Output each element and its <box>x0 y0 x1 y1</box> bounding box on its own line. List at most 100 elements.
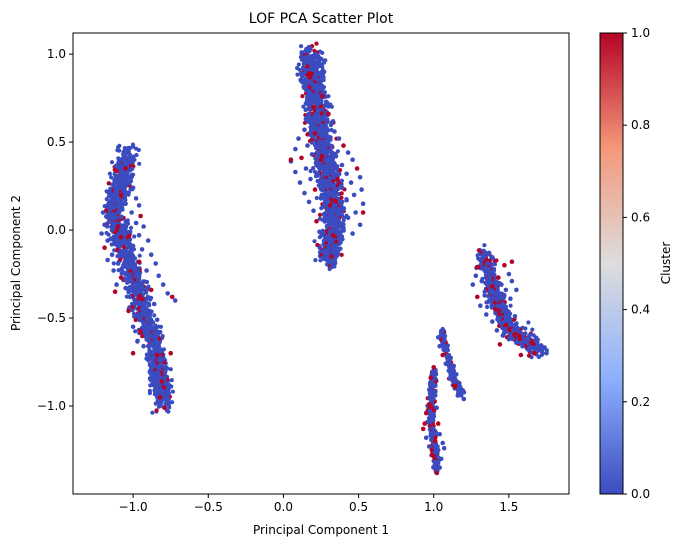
inlier-point <box>318 116 324 122</box>
inlier-point <box>478 303 483 309</box>
inlier-point <box>112 196 118 201</box>
inlier-point <box>131 154 136 159</box>
inlier-point <box>151 377 157 382</box>
inlier-point <box>156 400 161 405</box>
inlier-point <box>120 223 125 228</box>
outlier-point <box>496 275 501 280</box>
outlier-point <box>339 252 344 257</box>
inlier-point <box>162 376 167 381</box>
inlier-point <box>324 94 329 99</box>
inlier-point <box>429 430 435 435</box>
inlier-point <box>299 57 304 62</box>
inlier-point <box>154 317 160 323</box>
y-axis: −1.0 −0.5 0.0 0.5 1.0 <box>37 47 73 413</box>
inlier-point <box>139 288 144 293</box>
inlier-point <box>124 180 130 185</box>
inlier-point <box>329 265 334 270</box>
inlier-point <box>303 107 308 113</box>
inlier-point <box>431 426 436 431</box>
inlier-point <box>118 166 123 171</box>
outlier-point <box>497 308 502 313</box>
inlier-point <box>332 190 337 196</box>
inlier-point <box>150 410 155 415</box>
inlier-point <box>357 222 363 228</box>
inlier-point <box>321 148 327 154</box>
colorbar-tick-label: 0.0 <box>631 487 650 501</box>
inlier-point <box>299 71 304 76</box>
inlier-point <box>506 336 512 342</box>
inlier-point <box>324 171 329 176</box>
inlier-point <box>139 247 145 252</box>
inlier-point <box>321 125 327 131</box>
inlier-point <box>159 358 165 363</box>
inlier-point <box>166 398 171 403</box>
inlier-point <box>311 124 316 129</box>
colorbar-tick-label: 0.2 <box>631 395 650 409</box>
inlier-point <box>500 306 505 311</box>
inlier-point <box>313 84 318 90</box>
inlier-point <box>317 127 322 133</box>
inlier-point <box>122 146 127 151</box>
inlier-point <box>326 188 332 193</box>
inlier-point <box>309 129 314 135</box>
inlier-point <box>148 297 153 302</box>
inlier-point <box>133 267 138 272</box>
colorbar <box>599 32 624 495</box>
inlier-point <box>360 201 366 206</box>
outlier-point <box>288 157 294 162</box>
inlier-point <box>167 382 172 388</box>
inlier-point <box>339 178 344 183</box>
inlier-point <box>147 349 152 354</box>
inlier-point <box>449 377 455 382</box>
inlier-point <box>109 175 114 180</box>
inlier-point <box>146 338 151 343</box>
inlier-point <box>127 284 132 290</box>
inlier-point <box>123 219 128 224</box>
inlier-point <box>526 320 531 325</box>
inlier-point <box>143 308 149 313</box>
inlier-point <box>296 136 301 141</box>
inlier-point <box>438 456 444 462</box>
inlier-point <box>139 280 145 286</box>
inlier-point <box>123 285 128 291</box>
inlier-point <box>317 179 322 184</box>
inlier-point <box>450 368 455 374</box>
inlier-point <box>308 55 313 60</box>
inlier-point <box>440 440 446 446</box>
inlier-point <box>314 76 319 81</box>
inlier-point <box>107 171 112 176</box>
inlier-point <box>357 175 363 180</box>
inlier-point <box>120 176 125 182</box>
inlier-point <box>427 390 432 395</box>
inlier-point <box>133 329 138 334</box>
outlier-point <box>452 384 458 390</box>
outlier-point <box>326 111 331 117</box>
inlier-point <box>321 77 326 83</box>
inlier-point <box>147 388 152 393</box>
x-tick-label: 1.5 <box>499 500 518 514</box>
inlier-point <box>124 253 129 258</box>
inlier-point <box>127 229 133 235</box>
inlier-point <box>295 72 300 77</box>
inlier-point <box>508 296 513 302</box>
inlier-point <box>317 87 322 92</box>
inlier-point <box>132 301 137 307</box>
inlier-point <box>308 168 313 174</box>
inlier-point <box>153 261 158 266</box>
outlier-point <box>299 155 304 161</box>
inlier-point <box>123 189 128 194</box>
inlier-point <box>329 215 334 220</box>
outlier-point <box>429 447 434 453</box>
inlier-point <box>321 71 326 77</box>
inlier-point <box>342 206 347 211</box>
inlier-point <box>340 237 345 242</box>
inlier-point <box>520 343 525 349</box>
inlier-point <box>309 120 315 125</box>
inlier-point <box>115 261 121 266</box>
inlier-point <box>326 182 331 187</box>
inlier-point <box>304 88 309 93</box>
colorbar-tick-label: 0.8 <box>631 118 650 132</box>
inlier-point <box>167 405 172 410</box>
inlier-point <box>337 200 342 205</box>
